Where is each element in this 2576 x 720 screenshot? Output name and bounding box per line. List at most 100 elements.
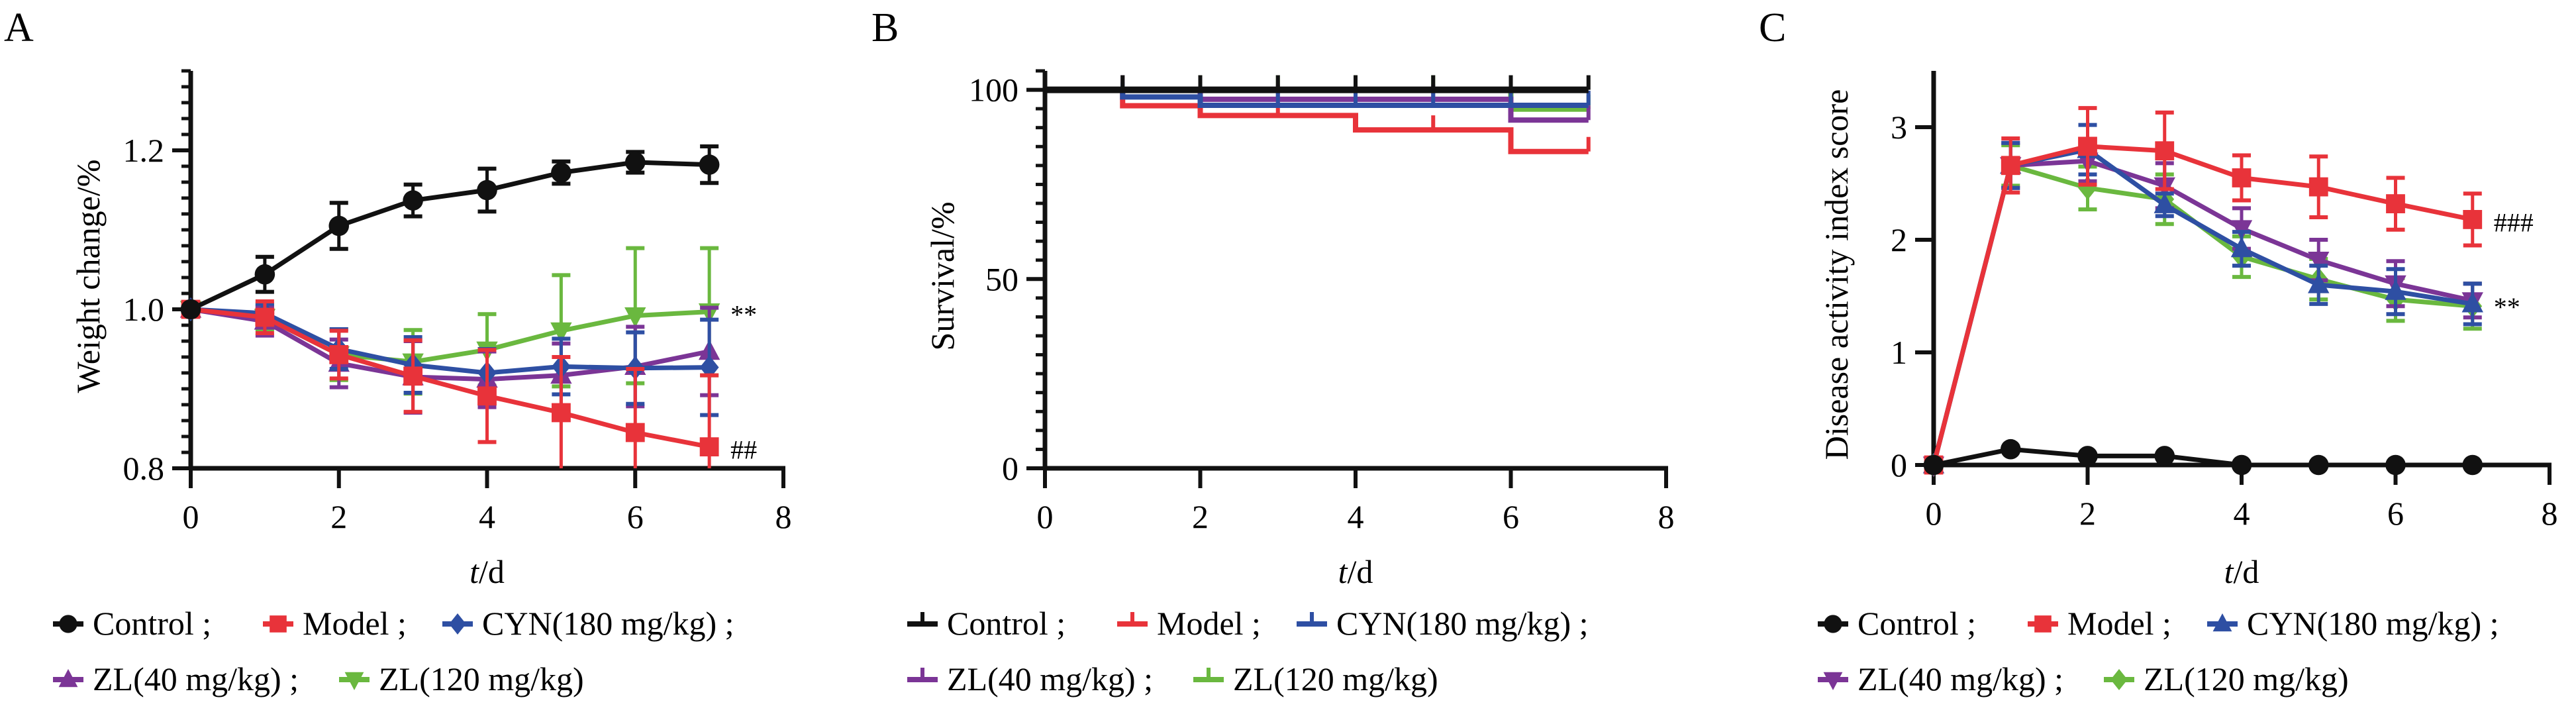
data-point: [2001, 156, 2020, 176]
data-point: [2077, 446, 2098, 466]
data-point: [403, 366, 423, 386]
series-line: [1933, 446, 2473, 468]
data-point: [180, 299, 201, 320]
data-point: [477, 386, 497, 406]
series-model: [1924, 106, 2483, 475]
x-tick-label: 8: [2542, 495, 2558, 532]
data-point: [625, 423, 645, 442]
x-tick-label: 0: [183, 498, 199, 535]
legend-item: CYN(180 mg/kg) ;: [1297, 605, 1589, 642]
data-point: [2385, 280, 2406, 300]
panel-letter: A: [4, 5, 34, 50]
data-point: [477, 180, 497, 201]
legend-item: ZL(120 mg/kg): [2104, 660, 2349, 697]
x-axis-title: t/d: [2224, 553, 2259, 590]
y-tick-label: 3: [1891, 109, 1907, 146]
data-point: [2155, 141, 2175, 161]
data-point: [699, 437, 719, 456]
x-tick-label: 8: [1658, 498, 1675, 535]
panel-a: A 0 2 4 6 8 0.8 1.0 1.2 Weight change/% t/d ** ## Con…: [4, 5, 792, 697]
legend-series-name: Model: [2067, 605, 2154, 642]
legend-label: CYN(180 mg/kg) ;: [482, 605, 734, 642]
y-tick-label: 0: [1002, 450, 1018, 487]
y-tick-label: 0.8: [123, 450, 165, 487]
data-point: [2462, 454, 2483, 476]
legend-separator: ;: [717, 605, 734, 642]
data-point: [624, 152, 646, 173]
data-point: [2385, 454, 2406, 476]
legend-marker-icon: [1823, 672, 1843, 690]
legend-label: ZL(40 mg/kg) ;: [93, 660, 299, 697]
y-axis-title: Disease activity index score: [1818, 89, 1855, 460]
legend-series-name: Model: [303, 605, 389, 642]
data-point: [2308, 454, 2329, 476]
legend-item: ZL(40 mg/kg) ;: [907, 660, 1153, 697]
x-tick-label: 0: [1037, 498, 1054, 535]
legend-item: ZL(40 mg/kg) ;: [53, 660, 299, 697]
data-point: [2463, 210, 2483, 229]
legend-item: Model ;: [2028, 605, 2171, 642]
legend-marker-icon: [58, 669, 78, 688]
x-tick-label: 2: [330, 498, 347, 535]
x-tick-label: 6: [1503, 498, 1519, 535]
series-control: [1923, 438, 2483, 476]
data-point: [403, 190, 423, 211]
x-tick-label: 4: [1348, 498, 1364, 535]
legend-series-name: Control: [947, 605, 1048, 642]
legend-marker-icon: [2034, 615, 2052, 633]
legend-label: Model ;: [303, 605, 407, 642]
series-line: [190, 307, 710, 376]
data-point: [2154, 446, 2175, 466]
x-tick-label: 4: [479, 498, 495, 535]
legend-separator: ;: [1571, 605, 1588, 642]
panel-letter: C: [1759, 5, 1786, 50]
legend-item: Control ;: [1818, 605, 1976, 642]
data-point: [1923, 454, 1944, 476]
series-line: [1931, 144, 2473, 466]
legend-item: Control ;: [907, 605, 1065, 642]
legend-label: ZL(40 mg/kg) ;: [1858, 660, 2063, 697]
y-tick-label: 1: [1891, 334, 1907, 371]
series-cyn-180-mg-kg-: [181, 297, 719, 417]
legend-separator: ;: [2154, 605, 2171, 642]
legend-series-name: CYN(180 mg/kg): [2247, 605, 2481, 642]
x-tick-label: 6: [627, 498, 644, 535]
x-axis-title: t/d: [1338, 553, 1373, 590]
data-point: [2308, 177, 2328, 197]
legend-series-name: CYN(180 mg/kg): [482, 605, 717, 642]
x-tick-label: 2: [1192, 498, 1209, 535]
legend-marker-icon: [344, 672, 364, 690]
x-axis-title-italic: t: [470, 553, 479, 590]
legend-item: CYN(180 mg/kg) ;: [2207, 605, 2499, 642]
y-tick-label: 0: [1891, 446, 1907, 484]
legend-item: Model ;: [1117, 605, 1261, 642]
legend-label: ZL(120 mg/kg): [379, 660, 584, 697]
legend-separator: ;: [1959, 605, 1976, 642]
panel-c: C 0 2 4 6 8 0 1 2 3 Disease activity index score t/…: [1759, 5, 2558, 697]
legend-marker-icon: [2110, 669, 2128, 690]
legend-item: CYN(180 mg/kg) ;: [442, 605, 734, 642]
data-point: [329, 345, 349, 364]
data-point: [2230, 236, 2253, 258]
y-axis-title: Survival/%: [924, 202, 961, 351]
legend-marker-icon: [59, 615, 77, 633]
legend-series-name: ZL(40 mg/kg): [1858, 660, 2046, 697]
legend-item: Control ;: [53, 605, 211, 642]
x-tick-label: 8: [775, 498, 792, 535]
legend-marker-icon: [1824, 615, 1842, 633]
significance-annotation: ###: [2494, 207, 2534, 237]
data-point: [624, 307, 646, 328]
legend-separator: ;: [1136, 660, 1153, 697]
data-point: [551, 403, 571, 423]
legend-marker-icon: [2212, 613, 2232, 632]
data-point: [550, 322, 572, 343]
data-point: [255, 307, 275, 327]
legend-separator: ;: [281, 660, 299, 697]
legend-label: ZL(40 mg/kg) ;: [947, 660, 1153, 697]
data-point: [2232, 168, 2252, 187]
legend-item: Model ;: [263, 605, 407, 642]
legend-separator: ;: [1244, 605, 1261, 642]
data-point: [2000, 438, 2021, 460]
legend-label: ZL(120 mg/kg): [1233, 660, 1438, 697]
